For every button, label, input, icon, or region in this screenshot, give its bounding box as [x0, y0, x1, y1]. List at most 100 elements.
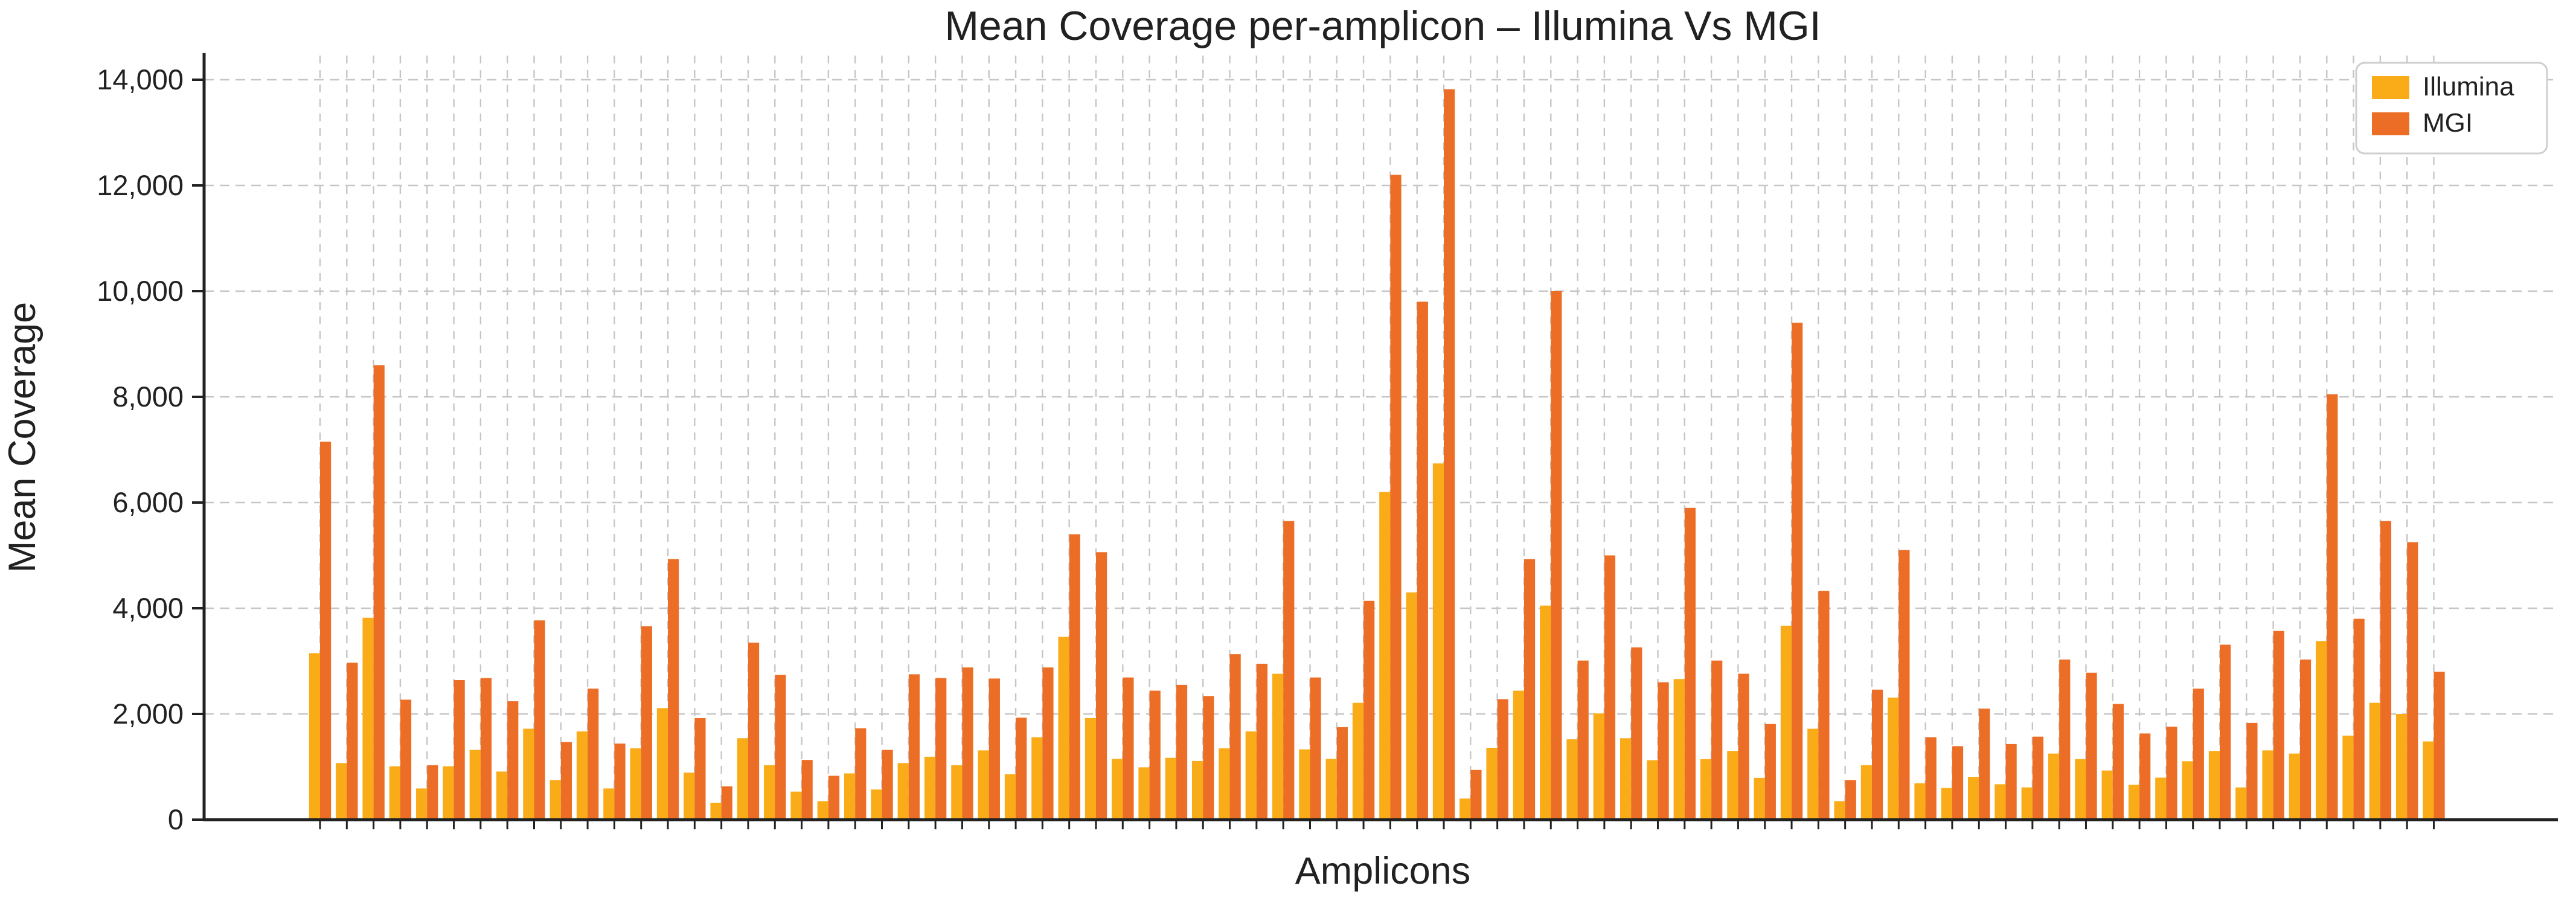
bar-mgi: [694, 718, 706, 820]
bar-mgi: [1523, 559, 1536, 820]
bar-illumina: [1727, 751, 1738, 820]
bar-mgi: [962, 667, 973, 820]
bar-mgi: [882, 750, 893, 820]
bar-mgi: [1898, 550, 1910, 820]
bar-illumina: [1540, 605, 1551, 820]
bar-illumina: [978, 750, 989, 820]
bar-mgi: [668, 559, 679, 820]
bar-mgi: [2353, 619, 2365, 820]
bar-illumina: [1432, 463, 1444, 820]
bar-illumina: [1112, 759, 1123, 820]
bar-illumina: [1888, 697, 1899, 820]
y-tick-label: 12,000: [97, 169, 184, 201]
y-axis-tick-labels: 0 2,000 4,000 6,000 8,000 10,000 12,000 14,000: [97, 63, 184, 835]
bar-illumina: [1673, 679, 1685, 820]
bar-mgi: [534, 620, 545, 820]
bar-mgi: [1684, 507, 1696, 820]
bar-illumina: [523, 728, 534, 820]
bar-illumina: [2342, 735, 2354, 820]
bar-illumina: [951, 765, 963, 820]
bar-illumina: [1860, 765, 1872, 820]
y-tick-label: 4,000: [112, 592, 184, 624]
bar-mgi: [427, 765, 438, 820]
bar-mgi: [1551, 291, 1562, 820]
bar-mgi: [988, 678, 1000, 820]
bar-illumina: [416, 788, 428, 820]
bar-illumina: [576, 731, 588, 820]
bar-mgi: [1283, 521, 1295, 820]
legend: Illumina MGI: [2355, 62, 2548, 155]
bar-mgi: [2112, 704, 2124, 820]
bar-mgi: [2246, 722, 2258, 820]
bar-illumina: [1406, 592, 1417, 820]
bar-illumina: [1647, 760, 1658, 820]
bar-mgi: [1577, 660, 1589, 820]
bar-illumina: [790, 791, 802, 820]
bar-mgi: [1176, 684, 1188, 820]
bar-mgi: [1845, 780, 1856, 820]
bar-mgi: [1390, 175, 1402, 820]
bar-mgi: [1149, 690, 1161, 820]
bar-illumina: [817, 801, 828, 820]
bar-mgi: [1711, 660, 1723, 820]
bar-illumina: [1192, 760, 1203, 820]
bar-illumina: [2262, 750, 2273, 820]
bar-illumina: [1994, 784, 2006, 820]
bar-illumina: [2316, 641, 2327, 820]
bar-mgi: [320, 442, 332, 820]
bar-mgi: [2380, 521, 2392, 820]
bar-illumina: [2075, 759, 2086, 820]
bar-illumina: [710, 803, 722, 820]
bar-mgi: [1925, 737, 1937, 820]
chart-title: Mean Coverage per-amplicon – Illumina Vs…: [944, 3, 1821, 49]
bar-mgi: [1310, 677, 1321, 820]
bar-illumina: [1620, 738, 1632, 820]
bar-illumina: [2128, 785, 2140, 820]
bar-series: [309, 89, 2445, 820]
bar-illumina: [1754, 777, 1765, 820]
bar-illumina: [1058, 637, 1069, 820]
bar-mgi: [1095, 552, 1107, 820]
bar-mgi: [1604, 555, 1616, 820]
bar-mgi: [2086, 672, 2097, 820]
bar-mgi: [828, 776, 840, 820]
bar-illumina: [1807, 728, 1819, 820]
bar-mgi: [1497, 699, 1508, 820]
bar-mgi: [1738, 673, 1749, 820]
bar-mgi: [1256, 663, 1268, 820]
bar-illumina: [469, 750, 481, 820]
bar-mgi: [560, 742, 572, 820]
bar-illumina: [1513, 690, 1524, 820]
bar-illumina: [1245, 731, 1257, 820]
bar-mgi: [641, 626, 652, 820]
bar-illumina: [630, 748, 641, 820]
y-tick-label: 10,000: [97, 275, 184, 307]
bar-mgi: [1417, 301, 1428, 820]
bar-mgi: [2166, 727, 2177, 820]
bar-mgi: [588, 689, 599, 820]
bar-mgi: [1016, 718, 1027, 820]
bar-mgi: [2139, 733, 2151, 820]
bar-illumina: [1780, 625, 1792, 820]
bar-illumina: [1459, 799, 1471, 820]
bar-illumina: [496, 771, 508, 820]
bar-illumina: [1004, 774, 1016, 820]
bar-mgi: [347, 663, 358, 820]
bar-illumina: [1593, 713, 1604, 820]
bar-mgi: [1979, 709, 1990, 820]
bar-illumina: [1325, 759, 1337, 820]
bar-illumina: [1299, 749, 1310, 820]
bar-mgi: [1952, 746, 1964, 820]
bar-mgi: [614, 744, 626, 820]
bar-mgi: [1764, 724, 1776, 820]
bar-mgi: [721, 786, 732, 820]
bar-illumina: [871, 789, 882, 820]
y-tick-label: 14,000: [97, 63, 184, 95]
bar-illumina: [362, 617, 374, 820]
bar-illumina: [2182, 761, 2193, 820]
bar-mgi: [1123, 677, 1134, 820]
bar-mgi: [1871, 689, 1883, 820]
bar-mgi: [2193, 689, 2204, 820]
bar-illumina: [1379, 492, 1391, 820]
